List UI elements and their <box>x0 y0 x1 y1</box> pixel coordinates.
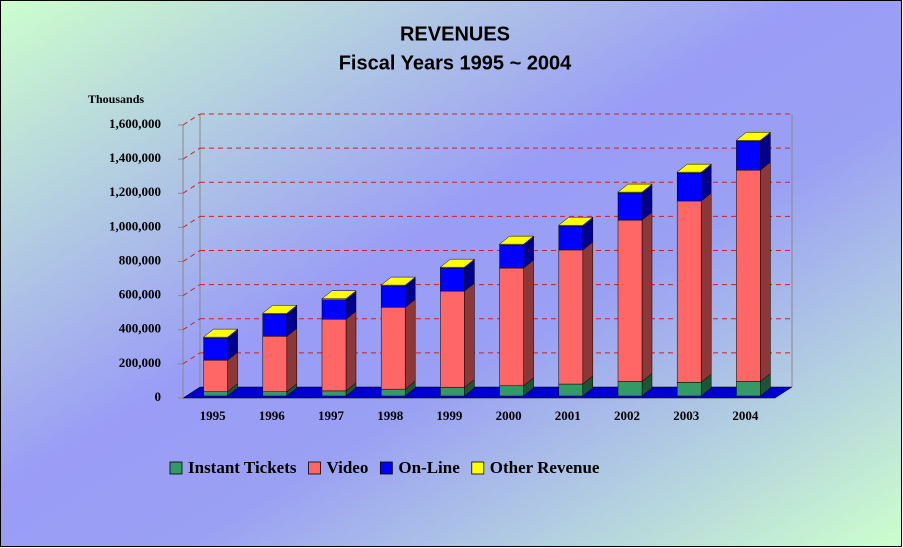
bar-segment <box>499 267 524 387</box>
bar-top <box>617 183 653 193</box>
y-tick-label: 400,000 <box>119 321 161 336</box>
grid-line <box>182 215 201 228</box>
x-tick-label: 1995 <box>200 408 227 423</box>
bar-segment <box>617 381 643 397</box>
x-tick-label: 1999 <box>436 408 463 423</box>
bar-side <box>700 192 712 383</box>
bar-segment <box>676 382 702 397</box>
bar-segment <box>617 192 643 221</box>
bar-segment <box>736 140 761 171</box>
bar-segment <box>440 290 465 388</box>
legend-swatch <box>379 461 393 475</box>
bar-segment <box>558 383 584 397</box>
bar-segment <box>558 225 584 251</box>
bar-segment <box>736 169 761 382</box>
y-tick-label: 800,000 <box>119 252 161 267</box>
grid-line <box>182 147 201 160</box>
bar-segment <box>262 313 288 337</box>
bar-segment <box>262 391 288 397</box>
bar-segment <box>321 318 347 392</box>
y-axis-label: Thousands <box>88 92 144 106</box>
bar-segment <box>203 337 228 361</box>
bar-segment <box>676 172 702 202</box>
legend-label: Instant Tickets <box>188 458 297 477</box>
bar-segment <box>676 200 702 383</box>
bar-segment <box>262 336 288 392</box>
x-tick-label: 1996 <box>259 408 286 423</box>
y-tick-label: 200,000 <box>119 355 161 370</box>
bar-side <box>760 161 771 383</box>
y-tick-label: 1,600,000 <box>109 116 161 131</box>
bar-top <box>735 131 772 141</box>
bar-segment <box>617 219 643 382</box>
bar-segment <box>380 388 406 397</box>
bar-side <box>523 259 534 387</box>
chart-title: REVENUES <box>400 23 510 45</box>
bar-segment <box>380 285 406 308</box>
bar-top <box>498 235 535 245</box>
grid-line <box>182 250 201 262</box>
bar-segment <box>380 307 406 390</box>
bar-side <box>641 211 653 383</box>
bar-segment <box>203 359 228 392</box>
x-tick-label: 2003 <box>673 408 700 423</box>
bar-top <box>321 290 357 299</box>
bar-top <box>558 216 594 226</box>
bar-side <box>286 327 298 393</box>
grid-line <box>182 284 201 297</box>
y-tick-label: 1,200,000 <box>109 184 161 199</box>
grid-line <box>182 181 201 194</box>
bar-top <box>262 304 298 314</box>
bar-segment <box>440 267 465 292</box>
bar-top <box>676 163 712 173</box>
x-tick-label: 2001 <box>555 408 581 423</box>
bar-side <box>404 298 416 390</box>
bar-top <box>439 258 476 268</box>
legend-label: On-Line <box>398 458 460 477</box>
x-tick-label: 2004 <box>732 408 759 423</box>
bar-segment <box>321 299 347 320</box>
y-tick-label: 0 <box>155 389 162 404</box>
legend-label: Video <box>326 458 368 477</box>
x-tick-label: 1998 <box>377 408 404 423</box>
bar-segment <box>203 391 228 397</box>
chart-subtitle: Fiscal Years 1995 ~ 2004 <box>339 52 572 74</box>
legend-swatch <box>169 461 183 475</box>
bar-top <box>202 328 239 338</box>
x-tick-label: 1997 <box>318 408 345 423</box>
grid-line <box>182 352 201 365</box>
grid-line <box>182 113 201 126</box>
y-tick-label: 600,000 <box>119 287 161 302</box>
bar-segment <box>440 387 465 397</box>
bar-segment <box>321 390 347 397</box>
bar-segment <box>736 381 761 397</box>
bar-segment <box>499 244 524 269</box>
y-tick-label: 1,000,000 <box>109 218 161 233</box>
legend-swatch <box>308 461 321 475</box>
bar-top <box>380 276 416 286</box>
x-tick-label: 2000 <box>496 408 522 423</box>
bar-side <box>464 282 475 388</box>
legend-label: Other Revenue <box>490 458 600 477</box>
bar-side <box>345 310 357 392</box>
bar-side <box>582 241 594 385</box>
bar-segment <box>499 385 524 397</box>
y-tick-label: 1,400,000 <box>109 150 161 165</box>
grid-line <box>182 318 201 331</box>
legend-swatch <box>471 461 485 475</box>
x-tick-label: 2002 <box>614 408 640 423</box>
bar-segment <box>558 249 584 385</box>
